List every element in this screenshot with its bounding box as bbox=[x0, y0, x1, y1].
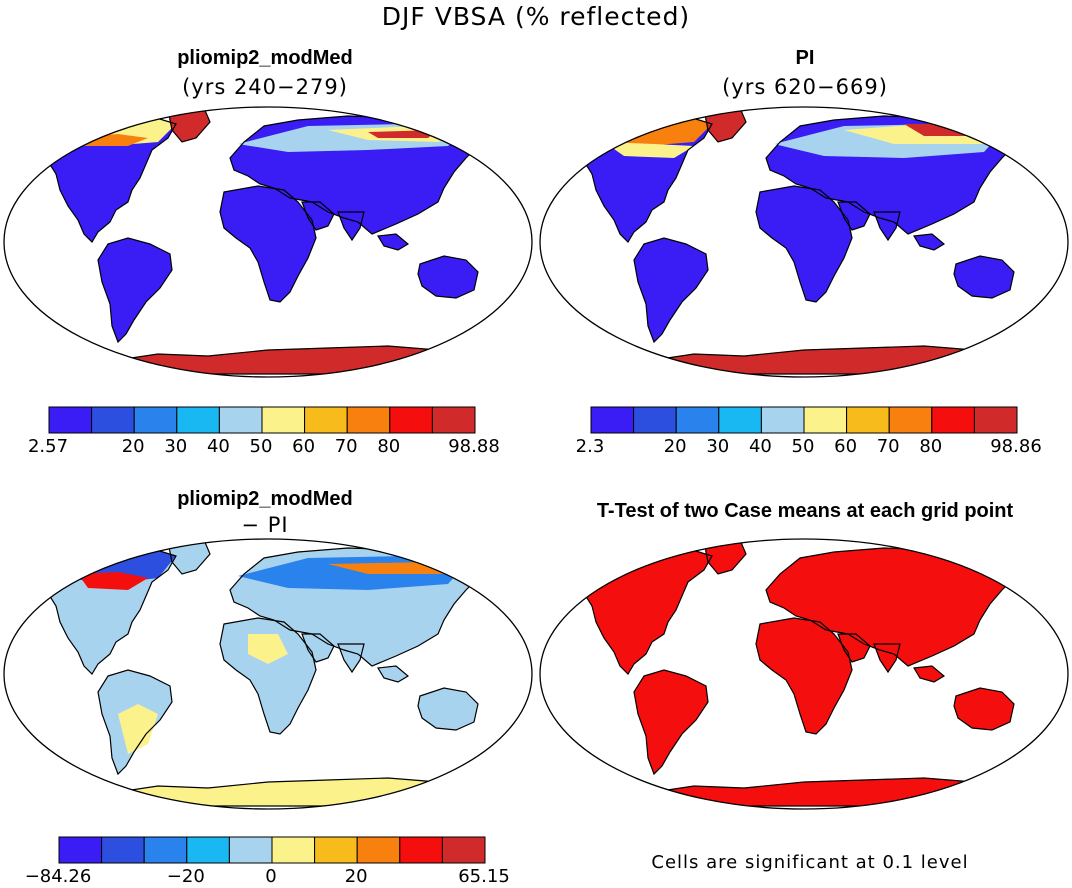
colorbar-box bbox=[803, 406, 848, 434]
colorbar-1-labels: 2.57 20 30 40 50 60 70 80 98.88 bbox=[28, 436, 500, 458]
colorbar-box bbox=[431, 406, 476, 434]
colorbar-box bbox=[846, 406, 890, 434]
colorbar-box bbox=[441, 836, 486, 864]
colorbar-box bbox=[633, 406, 677, 434]
colorbar-3-tick: −84.26 bbox=[24, 866, 92, 887]
colorbar-box bbox=[228, 836, 273, 864]
colorbar-3-tick: −20 bbox=[166, 866, 205, 887]
colorbar-1-tick: 40 bbox=[206, 436, 230, 457]
colorbar-box bbox=[931, 406, 975, 434]
colorbar-box bbox=[389, 406, 433, 434]
colorbar-1-tick: 60 bbox=[292, 436, 316, 457]
colorbar-box bbox=[176, 406, 220, 434]
colorbar-2-tick: 60 bbox=[834, 436, 858, 457]
colorbar-box bbox=[271, 836, 316, 864]
colorbar-2-tick: 2.3 bbox=[575, 436, 605, 457]
colorbar-3-tick: 0 bbox=[265, 866, 277, 887]
colorbar-box bbox=[133, 406, 178, 434]
map-panel-4 bbox=[539, 538, 1069, 810]
map-panel-1 bbox=[3, 106, 533, 378]
colorbar-2-tick: 30 bbox=[706, 436, 730, 457]
colorbar-3-labels: −84.26 −20 0 20 65.15 bbox=[25, 866, 510, 888]
colorbar-box bbox=[718, 406, 762, 434]
colorbar-box bbox=[675, 406, 720, 434]
colorbar-box bbox=[91, 406, 135, 434]
panel2-subtitle: (yrs 620−669) bbox=[722, 75, 888, 99]
colorbar-box bbox=[590, 406, 635, 434]
colorbar-1-tick: 30 bbox=[164, 436, 188, 457]
significance-note: Cells are significant at 0.1 level bbox=[651, 852, 969, 873]
colorbar-2-tick: 50 bbox=[791, 436, 815, 457]
colorbar-box bbox=[186, 836, 230, 864]
colorbar-1-tick: 20 bbox=[121, 436, 145, 457]
colorbar-1-tick: 50 bbox=[249, 436, 273, 457]
panel1-subtitle: (yrs 240−279) bbox=[182, 75, 348, 99]
panel3-subtitle: − PI bbox=[241, 513, 289, 537]
panel2-title: PI bbox=[795, 47, 815, 69]
colorbar-box bbox=[760, 406, 805, 434]
colorbar-box bbox=[356, 836, 401, 864]
colorbar-box bbox=[399, 836, 443, 864]
colorbar-1-tick: 80 bbox=[377, 436, 401, 457]
colorbar-3 bbox=[58, 836, 486, 864]
colorbar-box bbox=[58, 836, 103, 864]
colorbar-2-tick: 98.86 bbox=[990, 436, 1042, 457]
colorbar-box bbox=[218, 406, 263, 434]
figure-title: DJF VBSA (% reflected) bbox=[381, 2, 691, 31]
panel3-title: pliomip2_modMed bbox=[177, 488, 353, 510]
colorbar-box bbox=[101, 836, 145, 864]
colorbar-box bbox=[48, 406, 93, 434]
colorbar-3-tick: 20 bbox=[344, 866, 368, 887]
colorbar-2-tick: 40 bbox=[748, 436, 772, 457]
colorbar-3-tick: 65.15 bbox=[458, 866, 510, 887]
colorbar-box bbox=[973, 406, 1018, 434]
colorbar-1-tick: 2.57 bbox=[27, 436, 69, 457]
colorbar-1-tick: 98.88 bbox=[448, 436, 500, 457]
colorbar-2-tick: 80 bbox=[919, 436, 943, 457]
colorbar-2-labels: 2.3 20 30 40 50 60 70 80 98.86 bbox=[576, 436, 1042, 458]
colorbar-box bbox=[261, 406, 306, 434]
colorbar-box bbox=[304, 406, 348, 434]
colorbar-2-tick: 70 bbox=[876, 436, 900, 457]
colorbar-2 bbox=[590, 406, 1018, 434]
colorbar-box bbox=[314, 836, 358, 864]
colorbar-1-tick: 70 bbox=[334, 436, 358, 457]
colorbar-1 bbox=[48, 406, 476, 434]
colorbar-box bbox=[888, 406, 933, 434]
map-panel-3 bbox=[3, 538, 533, 810]
panel4-title: T-Test of two Case means at each grid po… bbox=[596, 500, 1014, 522]
panel1-title: pliomip2_modMed bbox=[177, 47, 353, 69]
colorbar-box bbox=[346, 406, 391, 434]
colorbar-2-tick: 20 bbox=[663, 436, 687, 457]
map-panel-2 bbox=[539, 106, 1069, 378]
colorbar-box bbox=[143, 836, 188, 864]
